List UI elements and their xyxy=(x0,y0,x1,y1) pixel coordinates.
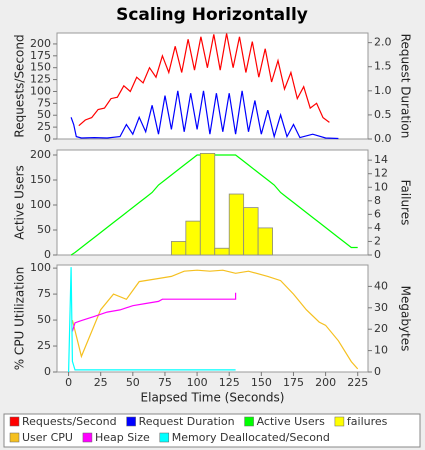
y-tick-label: 0 xyxy=(44,132,51,145)
y-axis-title: Requests/Second xyxy=(13,34,27,137)
y-tick-label: 0 xyxy=(44,248,51,261)
y-tick-label: 175 xyxy=(30,49,51,62)
legend-label: Requests/Second xyxy=(22,415,117,428)
histogram-bar xyxy=(228,193,245,256)
y2-tick-label: 10 xyxy=(374,180,388,193)
y-tick-label: 150 xyxy=(30,173,51,186)
x-tick-label: 50 xyxy=(126,376,140,389)
y2-tick-label: 14 xyxy=(374,153,388,166)
y-tick-label: 75 xyxy=(37,287,51,300)
x-tick-label: 25 xyxy=(94,376,108,389)
x-tick-label: 150 xyxy=(251,376,272,389)
y-tick-label: 200 xyxy=(30,148,51,161)
legend-label: Request Duration xyxy=(139,415,235,428)
y2-tick-label: 40 xyxy=(374,279,388,292)
legend-swatch xyxy=(9,416,20,427)
x-tick-label: 100 xyxy=(187,376,208,389)
y-tick-label: 50 xyxy=(37,108,51,121)
x-tick-label: 0 xyxy=(65,376,72,389)
x-axis-title: Elapsed Time (Seconds) xyxy=(141,391,285,405)
y-tick-label: 100 xyxy=(30,261,51,274)
plot-area xyxy=(56,32,369,140)
series-line xyxy=(70,154,358,256)
legend-swatch xyxy=(334,416,345,427)
y-axis-title: Active Users xyxy=(13,165,27,240)
y-tick-label: 50 xyxy=(37,223,51,236)
legend-label: Heap Size xyxy=(95,431,150,444)
legend-label: failures xyxy=(347,415,388,428)
series-line xyxy=(70,90,339,140)
chart-title: Scaling Horizontally xyxy=(116,5,308,25)
y2-tick-label: 2 xyxy=(374,234,381,247)
series-line xyxy=(78,33,330,127)
y2-axis-title: Request Duration xyxy=(399,34,413,139)
y-tick-label: 150 xyxy=(30,61,51,74)
x-tick-label: 125 xyxy=(219,376,240,389)
y-tick-label: 200 xyxy=(30,37,51,50)
legend-swatch xyxy=(9,432,20,443)
y2-tick-label: 0.0 xyxy=(374,132,392,145)
y-tick-label: 75 xyxy=(37,96,51,109)
histogram-bar xyxy=(214,247,230,256)
x-tick-label: 175 xyxy=(283,376,304,389)
y-tick-label: 25 xyxy=(37,339,51,352)
histogram-bar xyxy=(243,207,259,256)
histogram-bar xyxy=(199,152,216,256)
y2-tick-label: 6 xyxy=(374,207,381,220)
y2-tick-label: 12 xyxy=(374,167,388,180)
legend-box xyxy=(3,413,421,448)
series-line xyxy=(68,267,236,373)
y2-tick-label: 2.0 xyxy=(374,36,392,49)
y2-tick-label: 0 xyxy=(374,248,381,261)
y2-tick-label: 0 xyxy=(374,365,381,378)
y-tick-label: 125 xyxy=(30,73,51,86)
y2-tick-label: 0.5 xyxy=(374,108,392,121)
y2-tick-label: 1.5 xyxy=(374,60,392,73)
histogram-bar xyxy=(257,227,273,256)
x-tick-label: 225 xyxy=(347,376,368,389)
x-tick-label: 200 xyxy=(315,376,336,389)
y2-axis-title: Failures xyxy=(399,180,413,226)
series-line xyxy=(71,292,237,332)
legend-swatch xyxy=(244,416,254,427)
y-tick-label: 50 xyxy=(37,313,51,326)
y2-tick-label: 4 xyxy=(374,221,381,234)
y-axis-title: % CPU Utilization xyxy=(13,267,27,371)
series-line xyxy=(71,269,359,370)
legend-swatch xyxy=(159,432,170,443)
y-tick-label: 100 xyxy=(30,198,51,211)
y2-tick-label: 8 xyxy=(374,194,381,207)
y-tick-label: 0 xyxy=(44,365,51,378)
y2-tick-label: 20 xyxy=(374,322,388,335)
plot-area xyxy=(56,264,369,373)
legend-label: Active Users xyxy=(257,415,326,428)
y2-tick-label: 30 xyxy=(374,301,388,314)
y2-tick-label: 1.0 xyxy=(374,84,392,97)
x-tick-label: 75 xyxy=(158,376,172,389)
legend-label: User CPU xyxy=(22,431,73,444)
y2-axis-title: Megabytes xyxy=(399,286,413,352)
legend-label: Memory Deallocated/Second xyxy=(172,431,330,444)
y-tick-label: 100 xyxy=(30,84,51,97)
legend-swatch xyxy=(82,432,93,443)
y-tick-label: 25 xyxy=(37,120,51,133)
histogram-bar xyxy=(170,241,187,256)
y2-tick-label: 10 xyxy=(374,344,388,357)
histogram-bar xyxy=(185,220,201,256)
legend-swatch xyxy=(126,416,136,427)
